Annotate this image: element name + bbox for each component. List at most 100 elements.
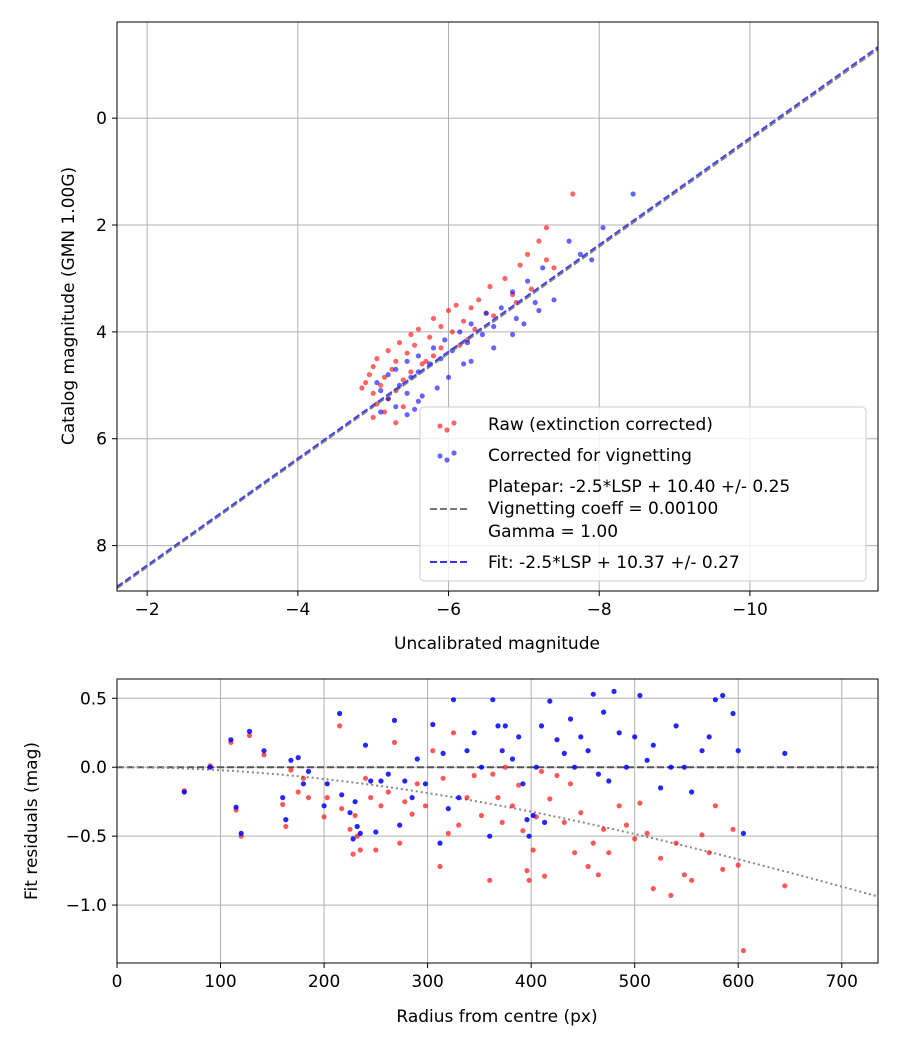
raw-residual-point <box>324 795 330 801</box>
raw-residual-point <box>699 832 705 838</box>
raw-residual-point <box>397 840 403 846</box>
corrected-residual-point <box>181 789 187 795</box>
corrected-residual-point <box>578 734 584 740</box>
corrected-residual-point <box>632 734 638 740</box>
corrected-residual-point <box>699 748 705 754</box>
raw-residual-point <box>520 828 526 834</box>
corrected-residual-point <box>561 750 567 757</box>
corrected-residual-point <box>530 812 536 819</box>
raw-residual-point <box>288 767 294 773</box>
corrected-residual-point <box>720 692 726 699</box>
raw-residual-point <box>650 886 656 892</box>
corrected-residual-point <box>658 785 664 791</box>
raw-point <box>400 404 406 410</box>
corrected-point <box>589 257 595 263</box>
corrected-point <box>404 358 410 364</box>
raw-point <box>385 348 391 354</box>
raw-point <box>408 369 414 375</box>
bottom-scatter-points <box>181 688 788 954</box>
raw-point <box>381 409 388 415</box>
corrected-point <box>509 331 516 338</box>
raw-point <box>415 326 421 332</box>
raw-residual-point <box>440 775 446 781</box>
corrected-residual-point <box>601 709 607 715</box>
top-x-tick-label: −4 <box>285 600 310 620</box>
raw-residual-point <box>337 723 343 729</box>
corrected-residual-point <box>520 781 526 787</box>
raw-residual-point <box>673 840 679 846</box>
corrected-point <box>630 191 636 197</box>
raw-residual-point <box>471 772 477 779</box>
corrected-point <box>513 315 519 322</box>
raw-point <box>400 377 406 383</box>
raw-point <box>487 283 493 290</box>
corrected-residual-point <box>337 710 343 717</box>
corrected-point <box>464 340 470 346</box>
raw-point <box>491 313 497 319</box>
corrected-residual-point <box>712 697 719 703</box>
corrected-point <box>378 388 384 394</box>
raw-point <box>366 372 372 378</box>
raw-residual-point <box>305 795 312 801</box>
corrected-residual-point <box>524 817 530 823</box>
corrected-residual-point <box>321 803 327 809</box>
raw-residual-point <box>321 814 327 820</box>
raw-point <box>543 225 550 231</box>
corrected-residual-point <box>644 757 650 763</box>
raw-point <box>472 326 478 332</box>
bottom-x-tick-label: 300 <box>411 972 443 992</box>
legend-platepar-label: Platepar: -2.5*LSP + 10.40 +/- 0.25 <box>488 477 790 497</box>
raw-point <box>461 318 467 324</box>
raw-residual-point <box>409 811 415 817</box>
corrected-point <box>412 406 418 412</box>
raw-point <box>468 305 474 311</box>
corrected-residual-point <box>305 768 312 775</box>
raw-residual-point <box>378 803 384 809</box>
corrected-point <box>419 393 425 399</box>
corrected-point <box>415 398 421 404</box>
raw-residual-point <box>644 830 650 837</box>
bottom-x-axis-label: Radius from centre (px) <box>396 1007 597 1027</box>
raw-residual-point <box>595 872 602 878</box>
corrected-residual-point <box>352 799 358 805</box>
corrected-residual-point <box>554 737 560 743</box>
raw-residual-point <box>502 764 508 770</box>
corrected-point <box>525 278 531 284</box>
corrected-residual-point <box>595 771 602 777</box>
raw-residual-point <box>668 892 674 899</box>
raw-residual-point <box>478 812 485 819</box>
corrected-point <box>540 265 546 271</box>
corrected-point <box>577 251 584 257</box>
corrected-residual-point <box>261 748 267 754</box>
raw-residual-point <box>561 819 567 826</box>
raw-residual-point <box>530 847 536 853</box>
corrected-point <box>468 321 474 327</box>
legend-box <box>419 406 867 582</box>
corrected-residual-point <box>650 742 656 748</box>
raw-residual-point <box>430 748 436 754</box>
corrected-residual-point <box>246 728 253 735</box>
legend-raw-marker <box>451 420 457 426</box>
raw-residual-point <box>542 873 548 879</box>
corrected-residual-point <box>616 730 622 736</box>
raw-point <box>430 315 437 322</box>
raw-point <box>476 297 482 303</box>
raw-residual-point <box>450 730 457 736</box>
raw-residual-point <box>547 796 553 802</box>
corrected-residual-point <box>373 829 379 835</box>
raw-residual-point <box>362 775 369 781</box>
corrected-residual-point <box>735 748 741 754</box>
corrected-residual-point <box>502 723 508 729</box>
corrected-point <box>600 225 606 231</box>
raw-residual-point <box>295 789 301 795</box>
raw-residual-point <box>637 800 643 806</box>
vignetting-model-curve <box>117 766 879 898</box>
raw-point <box>404 350 410 356</box>
corrected-residual-point <box>673 723 679 729</box>
corrected-residual-point <box>509 756 516 762</box>
raw-residual-point <box>414 781 420 787</box>
corrected-point <box>393 366 399 372</box>
raw-residual-point <box>538 768 545 775</box>
bottom-x-tick-label: 0 <box>112 972 123 992</box>
